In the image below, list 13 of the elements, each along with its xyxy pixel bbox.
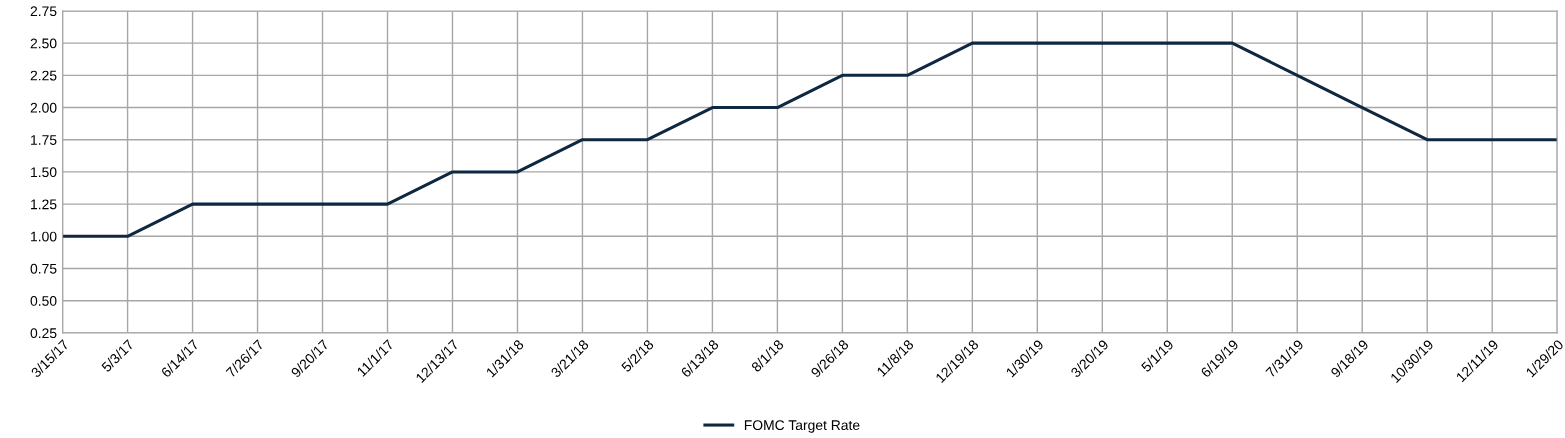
y-tick-label: 0.75: [30, 263, 57, 274]
y-tick-label: 1.25: [31, 199, 57, 210]
legend-label: FOMC Target Rate: [744, 420, 860, 433]
y-tick-label: 2.00: [30, 102, 57, 113]
y-tick-label: 0.50: [30, 296, 57, 306]
y-tick-label: 1.00: [31, 231, 57, 242]
y-tick-label: 0.25: [30, 328, 57, 339]
y-tick-label: 2.75: [30, 6, 57, 17]
y-tick-label: 1.50: [31, 167, 57, 178]
y-tick-label: 2.25: [30, 70, 57, 81]
y-tick-label: 1.75: [31, 135, 57, 145]
line-series: [62, 41, 1558, 238]
y-tick-label: 2.50: [30, 38, 57, 49]
